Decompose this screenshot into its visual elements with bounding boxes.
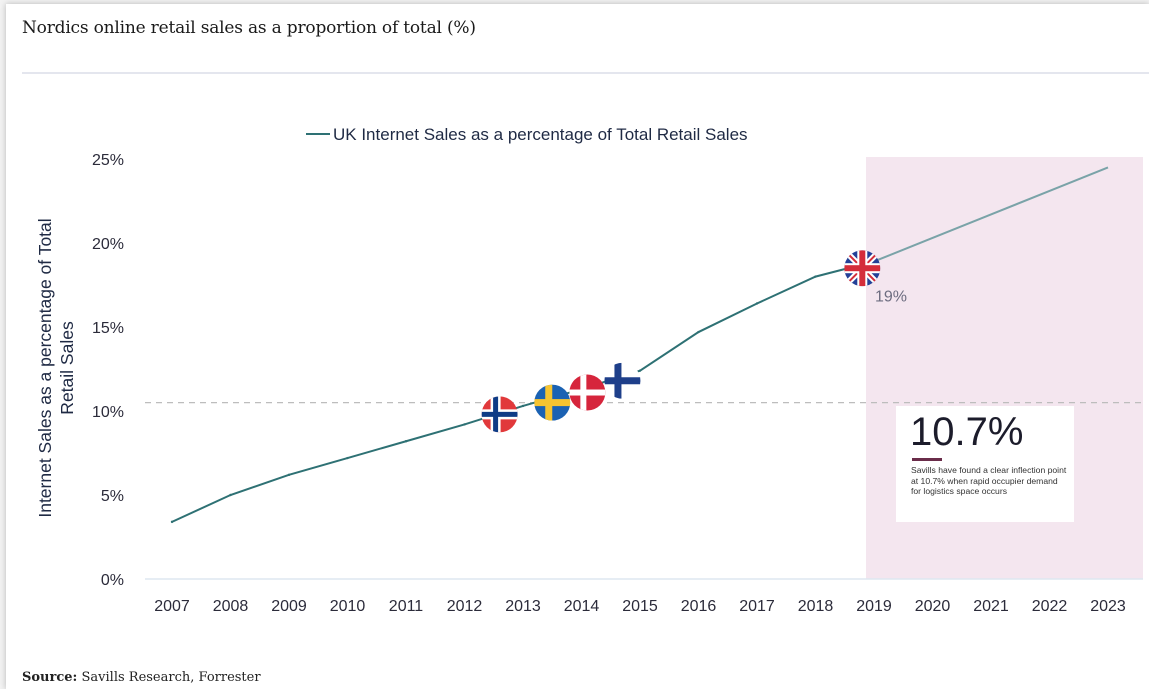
y-axis-title-line-2: Retail Sales — [57, 321, 77, 415]
x-tick-label: 2014 — [564, 598, 600, 615]
x-tick-label: 2019 — [856, 598, 892, 615]
y-axis-title: Internet Sales as a percentage of Total — [35, 218, 55, 517]
uk-flag-icon — [844, 250, 881, 287]
data-point — [697, 330, 700, 334]
norway-flag-icon — [481, 396, 518, 433]
y-tick-label: 25% — [92, 152, 124, 169]
data-point — [638, 369, 642, 372]
x-tick-label: 2012 — [447, 598, 483, 615]
x-tick-label: 2010 — [330, 598, 366, 615]
x-tick-label: 2007 — [154, 598, 190, 615]
source-text: Savills Research, Forrester — [81, 670, 261, 685]
title-divider — [22, 72, 1149, 74]
legend-label: UK Internet Sales as a percentage of Tot… — [333, 125, 748, 144]
y-tick-label: 10% — [92, 404, 124, 421]
x-tick-label: 2009 — [271, 598, 307, 615]
data-point — [404, 440, 408, 443]
callout-box: 10.7% Savills have found a clear inflect… — [896, 406, 1074, 522]
x-tick-label: 2016 — [681, 598, 717, 615]
data-point — [521, 404, 525, 408]
data-point — [287, 473, 291, 477]
x-tick-label: 2018 — [798, 598, 834, 615]
data-point — [229, 493, 232, 497]
y-tick-label: 5% — [101, 488, 124, 505]
series-line-forecast — [873, 166, 1109, 263]
source-note: Source: Savills Research, Forrester — [22, 670, 261, 685]
data-point — [346, 456, 349, 460]
finland-flag-icon — [604, 362, 641, 399]
x-tick-label: 2017 — [739, 598, 775, 615]
sweden-flag-icon — [534, 384, 571, 421]
y-tick-label: 0% — [101, 572, 124, 589]
callout-accent-rule — [912, 458, 942, 461]
x-tick-label: 2013 — [505, 598, 541, 615]
x-tick-label: 2011 — [389, 598, 424, 615]
x-tick-label: 2023 — [1090, 598, 1126, 615]
data-point — [463, 423, 466, 426]
page-title: Nordics online retail sales as a proport… — [22, 18, 476, 38]
x-tick-label: 2022 — [1032, 598, 1068, 615]
data-point — [755, 302, 759, 305]
x-tick-label: 2015 — [622, 598, 658, 615]
callout-text: Savills have found a clear inflection po… — [911, 465, 1067, 496]
denmark-flag-icon — [569, 374, 606, 411]
y-tick-label: 20% — [92, 236, 124, 253]
series-line-uk-internet-sales — [171, 260, 875, 523]
annotation-label: 19% — [875, 288, 907, 305]
x-tick-label: 2020 — [915, 598, 951, 615]
x-tick-label: 2021 — [973, 598, 1009, 615]
source-label: Source: — [22, 670, 78, 685]
y-tick-label: 15% — [92, 320, 124, 337]
x-tick-label: 2008 — [213, 598, 249, 615]
callout-value: 10.7% — [910, 410, 1024, 454]
data-point — [814, 275, 817, 278]
data-point — [170, 520, 174, 524]
